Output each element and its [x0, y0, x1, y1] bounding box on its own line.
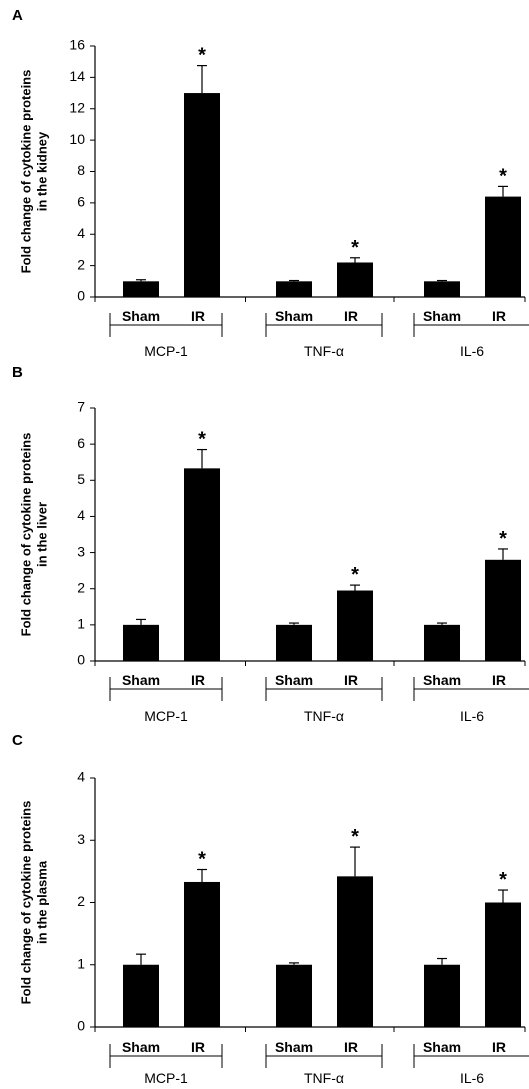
bar-tnf-ir [337, 590, 373, 661]
condition-label: Sham [423, 308, 461, 324]
significance-star: * [198, 849, 206, 871]
condition-label: Sham [423, 1039, 461, 1055]
significance-star: * [198, 45, 206, 67]
condition-label: Sham [122, 1039, 160, 1055]
chart-panel-c: C Fold change of cytokine proteinsin the … [12, 732, 529, 1086]
bar-il6-sham [424, 281, 460, 297]
y-axis-label: Fold change of cytokine proteinsin the p… [19, 801, 50, 1005]
bar-mcp1-ir [184, 881, 220, 1027]
bar-tnf-sham [276, 281, 312, 297]
group-label: MCP-1 [144, 1070, 188, 1086]
condition-label: IR [344, 308, 358, 324]
group-label: IL-6 [460, 1070, 484, 1086]
y-tick-label: 6 [77, 435, 85, 451]
group-label: TNF-α [304, 708, 344, 724]
group-label: IL-6 [460, 343, 484, 359]
condition-label: IR [191, 1039, 205, 1055]
y-tick-label: 0 [77, 1018, 85, 1034]
y-tick-label: 4 [77, 769, 85, 785]
group-label: IL-6 [460, 708, 484, 724]
condition-label: Sham [275, 308, 313, 324]
group-label: TNF-α [304, 1070, 344, 1086]
bar-tnf-sham [276, 624, 312, 661]
y-axis-label-line: Fold change of cytokine proteins [19, 70, 34, 274]
bar-tnf-sham [276, 964, 312, 1027]
y-axis-label-line: in the plasma [34, 860, 49, 944]
bar-mcp1-sham [123, 624, 159, 661]
y-tick-label: 0 [77, 652, 85, 668]
bar-mcp1-ir [184, 468, 220, 661]
condition-label: IR [191, 672, 205, 688]
panel-letter: B [12, 364, 23, 381]
condition-label: IR [492, 308, 506, 324]
y-tick-label: 1 [77, 616, 85, 632]
significance-star: * [499, 869, 507, 891]
condition-label: IR [344, 1039, 358, 1055]
y-axis-label-line: Fold change of cytokine proteins [19, 801, 34, 1005]
condition-label: Sham [275, 1039, 313, 1055]
y-axis-label-line: in the kidney [34, 131, 49, 211]
y-tick-label: 8 [77, 162, 85, 178]
y-tick-label: 14 [69, 68, 85, 84]
y-tick-label: 2 [77, 256, 85, 272]
significance-star: * [351, 826, 359, 848]
bar-mcp1-ir [184, 93, 220, 297]
y-tick-label: 7 [77, 399, 85, 415]
chart-panel-a: A Fold change of cytokine proteinsin the … [12, 7, 529, 359]
y-tick-label: 12 [69, 99, 85, 115]
y-tick-label: 5 [77, 471, 85, 487]
panel-letter: C [12, 732, 23, 749]
y-axis-label-line: in the liver [34, 502, 49, 567]
condition-label: IR [344, 672, 358, 688]
y-tick-label: 2 [77, 579, 85, 595]
y-tick-label: 3 [77, 543, 85, 559]
bar-mcp1-sham [123, 281, 159, 297]
y-tick-label: 16 [69, 37, 85, 53]
condition-label: IR [191, 308, 205, 324]
significance-star: * [499, 528, 507, 550]
bar-tnf-ir [337, 876, 373, 1027]
y-tick-label: 2 [77, 893, 85, 909]
condition-label: Sham [423, 672, 461, 688]
condition-label: Sham [275, 672, 313, 688]
bar-il6-sham [424, 964, 460, 1027]
y-tick-label: 4 [77, 507, 85, 523]
group-label: MCP-1 [144, 708, 188, 724]
condition-label: Sham [122, 672, 160, 688]
significance-star: * [499, 165, 507, 187]
significance-star: * [351, 564, 359, 586]
significance-star: * [198, 429, 206, 451]
bar-mcp1-sham [123, 964, 159, 1027]
y-axis-label: Fold change of cytokine proteinsin the k… [19, 70, 50, 274]
bar-tnf-ir [337, 262, 373, 297]
y-tick-label: 1 [77, 955, 85, 971]
bar-il6-ir [485, 196, 521, 297]
panel-letter: A [12, 7, 23, 24]
condition-label: Sham [122, 308, 160, 324]
significance-star: * [351, 237, 359, 259]
chart-panel-b: B Fold change of cytokine proteinsin the … [12, 364, 529, 724]
condition-label: IR [492, 1039, 506, 1055]
condition-label: IR [492, 672, 506, 688]
bar-il6-ir [485, 559, 521, 661]
y-tick-label: 6 [77, 194, 85, 210]
y-tick-label: 3 [77, 831, 85, 847]
y-axis-label-line: Fold change of cytokine proteins [19, 433, 34, 637]
y-tick-label: 0 [77, 288, 85, 304]
y-axis-label: Fold change of cytokine proteinsin the l… [19, 433, 50, 637]
y-tick-label: 4 [77, 225, 85, 241]
bar-il6-sham [424, 624, 460, 661]
group-label: TNF-α [304, 343, 344, 359]
group-label: MCP-1 [144, 343, 188, 359]
y-tick-label: 10 [69, 131, 85, 147]
bar-il6-ir [485, 902, 521, 1027]
